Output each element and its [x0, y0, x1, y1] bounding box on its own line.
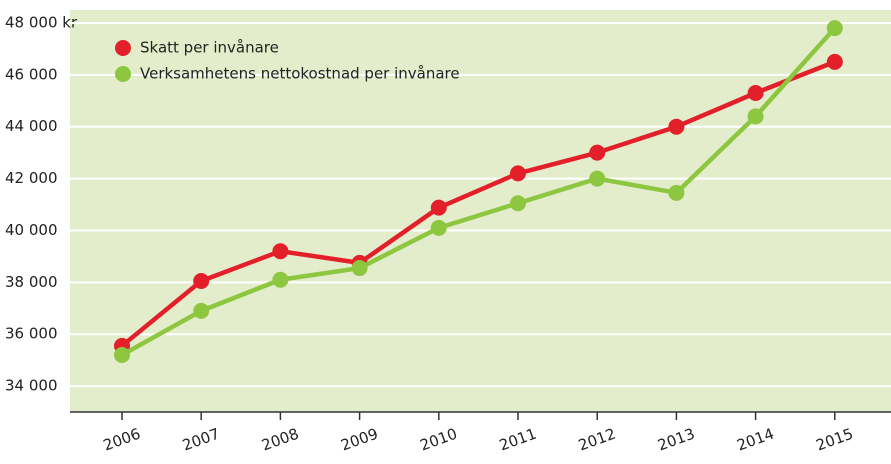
- plot-area: [70, 10, 891, 412]
- x-tick-label: 2009: [338, 425, 380, 455]
- data-point: [747, 84, 764, 101]
- y-tick-label: 40 000: [5, 221, 58, 239]
- x-tick-label: 2008: [259, 425, 301, 455]
- y-tick-label: 34 000: [5, 377, 58, 395]
- data-point: [193, 302, 210, 319]
- y-tick-label: 48 000 kr: [5, 13, 78, 31]
- data-point: [510, 195, 526, 212]
- legend-marker: [115, 40, 131, 56]
- x-tick-label: 2012: [576, 425, 618, 455]
- data-point: [114, 346, 130, 363]
- data-point: [826, 20, 843, 37]
- data-point: [668, 118, 685, 135]
- data-point: [430, 199, 447, 216]
- data-point: [589, 144, 606, 161]
- y-tick-label: 38 000: [5, 273, 58, 291]
- y-tick-label: 44 000: [5, 117, 58, 135]
- series-line: [120, 59, 836, 348]
- legend-marker: [115, 66, 131, 82]
- data-point: [351, 260, 368, 277]
- y-tick-label: 46 000: [5, 65, 58, 83]
- data-point: [589, 170, 606, 187]
- data-point: [510, 165, 526, 182]
- data-point: [747, 108, 764, 125]
- data-point: [272, 271, 289, 288]
- y-tick-label: 42 000: [5, 169, 58, 187]
- x-tick-label: 2007: [180, 425, 222, 455]
- data-point: [826, 53, 843, 70]
- x-tick-label: 2010: [418, 425, 460, 455]
- series-line: [120, 26, 837, 357]
- x-tick-label: 2015: [814, 425, 856, 455]
- data-point: [430, 219, 447, 236]
- legend-label: Skatt per invånare: [140, 39, 279, 57]
- data-point: [272, 243, 289, 260]
- x-tick-label: 2013: [655, 425, 697, 455]
- x-tick-label: 2014: [734, 425, 776, 455]
- data-point: [668, 184, 685, 201]
- x-tick-label: 2011: [497, 425, 539, 455]
- x-tick-label: 2006: [101, 425, 143, 455]
- y-tick-label: 36 000: [5, 325, 58, 343]
- data-point: [193, 273, 210, 290]
- legend-label: Verksamhetens nettokostnad per invånare: [140, 65, 460, 83]
